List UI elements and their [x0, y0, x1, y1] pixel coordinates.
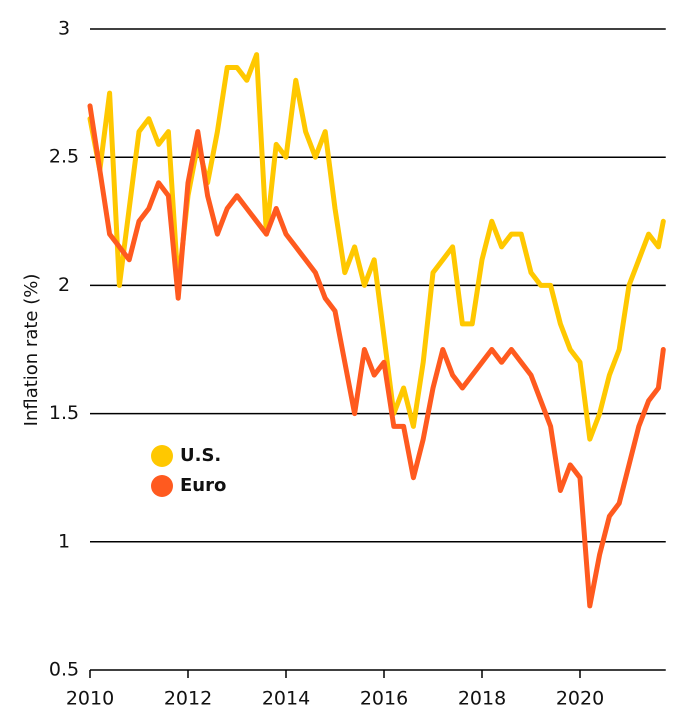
- x-tick-label: 2014: [262, 688, 310, 710]
- legend: U.S. Euro: [151, 445, 226, 497]
- x-tick-label: 2020: [556, 688, 604, 710]
- legend-label: U.S.: [180, 445, 221, 466]
- legend-label: Euro: [180, 475, 226, 496]
- y-tick-label: 2.5: [49, 146, 79, 168]
- y-tick-label: 1: [58, 530, 70, 552]
- plot-area: 0.5 1 1.5 2 2.5 3 2010 2012 2014 2016 2018 2020: [49, 18, 666, 710]
- y-tick-label: 2: [58, 274, 70, 296]
- x-tick-label: 2012: [164, 688, 212, 710]
- legend-swatch: [151, 475, 173, 497]
- y-tick-label: 1.5: [49, 402, 79, 424]
- x-tick-label: 2016: [360, 688, 408, 710]
- x-tick-label: 2010: [66, 688, 114, 710]
- series-line: [87, 103, 666, 609]
- x-tick-label: 2018: [458, 688, 506, 710]
- y-tick-label: 3: [58, 18, 70, 40]
- legend-swatch: [151, 445, 173, 467]
- series-line: [87, 52, 666, 442]
- y-tick-label: 0.5: [49, 659, 79, 681]
- y-axis-title: Inflation rate (%): [21, 274, 42, 427]
